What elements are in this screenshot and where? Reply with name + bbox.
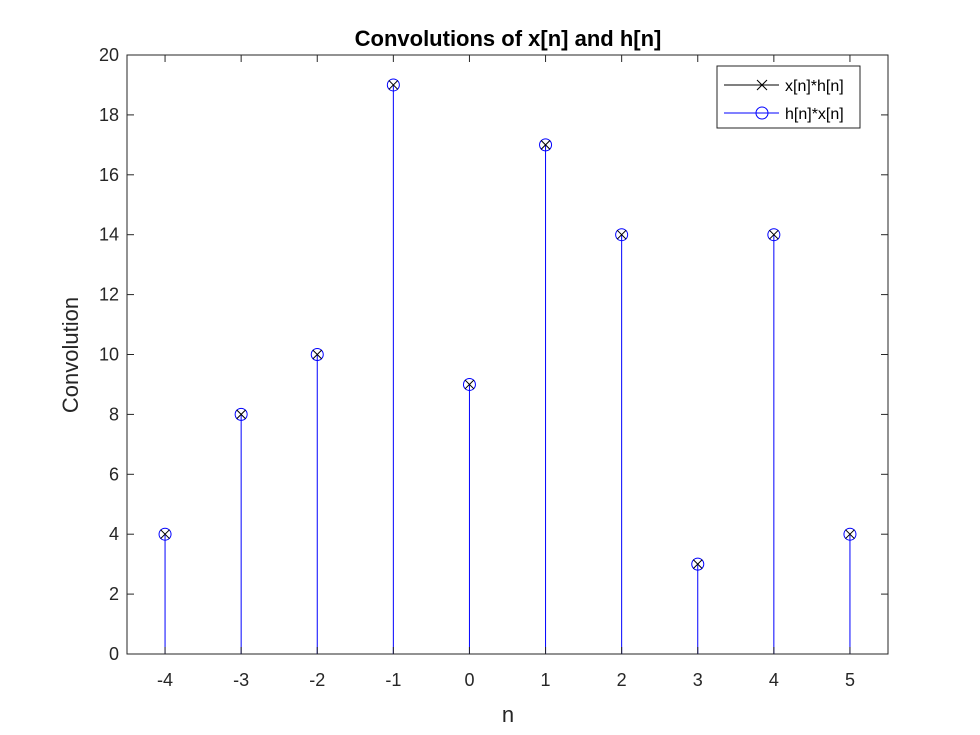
stem-x-marker [692,559,703,570]
legend: x[n]*h[n] h[n]*x[n] [716,65,861,129]
y-tick-label: 18 [99,105,119,125]
y-tick-label: 2 [109,584,119,604]
stem-x-marker [160,529,170,540]
chart-title: Convolutions of x[n] and h[n] [355,26,662,51]
legend-label-series-1: x[n]*h[n] [785,78,844,95]
y-tick-label: 8 [109,404,119,424]
y-tick-label: 10 [99,345,119,365]
x-tick-label: 2 [617,670,627,690]
stem-circle-marker [691,557,705,571]
legend-x-marker-icon [756,79,768,91]
stem-x-marker [845,529,855,540]
y-tick-label: 20 [99,45,119,65]
x-axis-label: n [502,702,514,727]
x-tick-label: 0 [464,670,474,690]
stem-x-marker [388,80,399,90]
stem-circle-marker [615,228,629,242]
stem-circle-marker [386,78,400,92]
y-tick-label: 14 [99,225,119,245]
stem-circle-marker [843,527,857,541]
stem-circle-marker [767,228,781,242]
y-axis-label: Convolution [58,297,83,413]
stem-circle-marker [158,527,172,541]
y-tick-label: 16 [99,165,119,185]
y-tick-label: 0 [109,644,119,664]
stem-x-marker [236,409,247,420]
stem-x-marker [464,379,475,390]
x-tick-label: 1 [541,670,551,690]
x-tick-label: -4 [157,670,173,690]
legend-label-series-2: h[n]*x[n] [785,106,844,123]
legend-box [716,65,861,129]
y-ticks-group: 0 2 4 6 8 10 12 14 16 18 20 [99,45,888,664]
x-tick-label: -2 [309,670,325,690]
stem-circle-marker [310,348,324,361]
stems-group [158,78,857,654]
stem-x-marker [540,139,551,150]
x-tick-label: -1 [385,670,401,690]
stem-circle-marker [234,407,248,421]
y-tick-label: 6 [109,464,119,484]
x-tick-label: 3 [693,670,703,690]
stem-x-marker [616,229,627,240]
x-tick-label: 4 [769,670,779,690]
stem-circle-marker [539,138,553,152]
legend-circle-marker-icon [755,106,769,120]
x-ticks-group: -4 -3 -2 -1 0 1 2 3 4 5 [157,55,855,690]
stem-circle-marker [462,377,476,391]
y-tick-label: 4 [109,524,119,544]
x-tick-label: -3 [233,670,249,690]
x-tick-label: 5 [845,670,855,690]
stem-x-marker [768,229,779,240]
y-tick-label: 12 [99,285,119,305]
stem-x-marker [312,349,323,360]
